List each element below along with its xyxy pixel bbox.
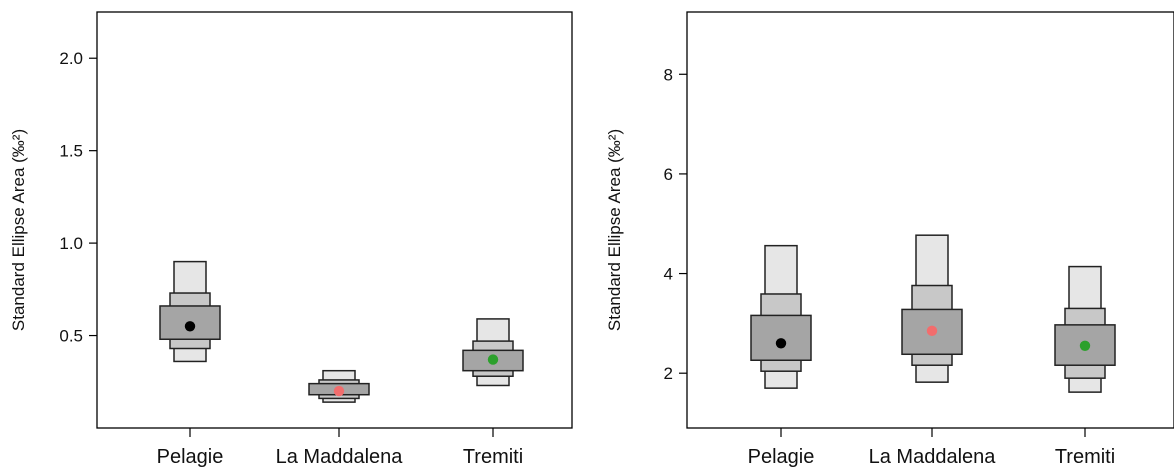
- y-axis-label: Standard Ellipse Area (‰²): [605, 129, 624, 331]
- credible-interval-ci50: [159, 305, 221, 341]
- credible-interval-ci50: [750, 314, 812, 361]
- density-box-2: [901, 234, 963, 383]
- y-tick-label: 1.5: [59, 142, 83, 161]
- mode-point: [1079, 340, 1091, 351]
- x-category-label: Pelagie: [157, 446, 224, 468]
- y-axis-label: Standard Ellipse Area (‰²): [9, 129, 28, 331]
- y-tick-label: 6: [664, 165, 673, 184]
- density-box-2: [308, 369, 370, 403]
- x-category-label: Pelagie: [748, 446, 815, 468]
- y-tick-label: 2: [664, 364, 673, 383]
- density-box-1: [159, 260, 221, 363]
- density-box-3: [462, 318, 524, 387]
- mode-point: [333, 385, 345, 397]
- mode-point: [184, 321, 196, 332]
- x-category-label: Tremiti: [463, 446, 523, 468]
- x-category-label: Tremiti: [1055, 446, 1115, 468]
- y-tick-label: 8: [664, 65, 673, 84]
- density-box-3: [1054, 265, 1116, 393]
- panel-1: 0.5 1.0 1.5 2.0 Standard Ellipse Area (‰²) Pe…: [9, 11, 573, 468]
- y-tick-label: 1.0: [59, 234, 83, 253]
- panel-2: 2 4 6 8 Standard Ellipse Area (‰²) Pelagie La …: [605, 11, 1174, 468]
- y-tick-label: 4: [664, 265, 673, 284]
- plot-frame: [96, 11, 573, 429]
- y-tick-label: 0.5: [59, 327, 83, 346]
- x-category-label: La Maddalena: [869, 446, 997, 468]
- mode-point: [487, 354, 499, 365]
- plot-frame: [686, 11, 1174, 429]
- x-category-label: La Maddalena: [276, 446, 404, 468]
- mode-point: [926, 325, 938, 337]
- density-box-1: [750, 244, 812, 389]
- y-tick-label: 2.0: [59, 49, 83, 68]
- mode-point: [775, 338, 787, 349]
